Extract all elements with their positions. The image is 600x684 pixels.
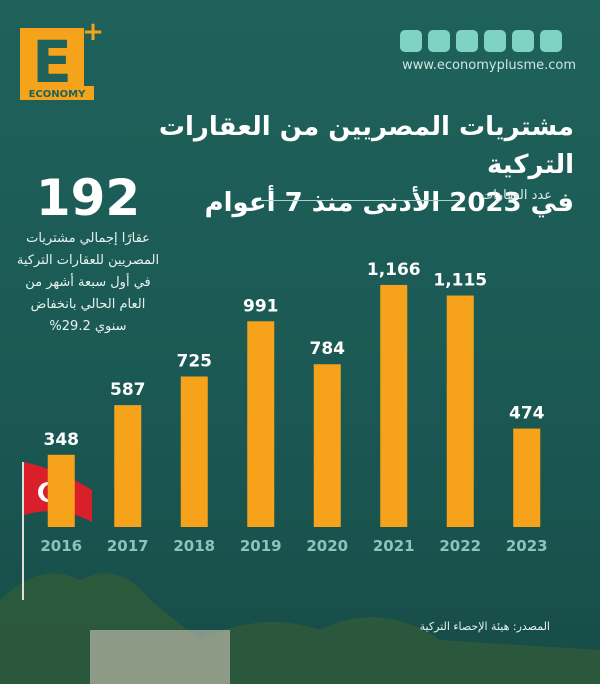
value-label: 348	[44, 430, 80, 450]
logo-plus: +	[82, 17, 104, 47]
social-icon[interactable]	[456, 30, 478, 52]
value-label: 1,166	[367, 260, 421, 280]
x-tick-label: 2018	[173, 537, 215, 555]
x-tick-label: 2022	[439, 537, 481, 555]
annotation-line: المصريين للعقارات التركية	[16, 253, 160, 268]
social-icons	[400, 30, 562, 52]
annotation-text: عقارًا إجمالي مشتريات المصريين للعقارات ا…	[8, 228, 168, 338]
title-line: مشتريات المصريين من العقارات التركية	[158, 112, 574, 180]
x-tick-label: 2021	[373, 537, 415, 555]
label-rule	[260, 200, 460, 201]
social-icon[interactable]	[428, 30, 450, 52]
social-icon[interactable]	[400, 30, 422, 52]
x-tick-label: 2023	[506, 537, 548, 555]
building	[90, 630, 230, 684]
bar	[247, 321, 275, 527]
annotation-line: سنوي 29.2%	[49, 319, 127, 334]
bar	[180, 376, 208, 527]
x-tick-label: 2019	[240, 537, 282, 555]
title-line: في 2023 الأدنى منذ 7 أعوام	[204, 188, 574, 218]
bar	[47, 454, 75, 527]
chart-title: مشتريات المصريين من العقارات التركية في …	[94, 108, 574, 222]
bar	[380, 284, 408, 527]
value-label: 1,115	[433, 271, 487, 291]
logo-band	[20, 86, 94, 100]
value-label: 474	[509, 404, 545, 424]
source: المصدر: هيئة الإحصاء التركية	[419, 620, 550, 633]
logo-letter: E	[32, 28, 72, 96]
bar	[313, 364, 341, 527]
value-label: 991	[243, 296, 279, 316]
bar	[513, 428, 541, 527]
x-tick-label: 2016	[40, 537, 82, 555]
annotation-line: في أول سبعة أشهر من	[25, 275, 151, 290]
social-icon[interactable]	[540, 30, 562, 52]
annotation-line: عقارًا إجمالي مشتريات	[26, 231, 150, 246]
value-label: 725	[177, 351, 213, 371]
annotation-line: العام الحالي بانخفاض	[30, 297, 146, 312]
x-tick-label: 2017	[107, 537, 149, 555]
logo-text: ECONOMY	[29, 89, 86, 100]
social-icon[interactable]	[512, 30, 534, 52]
axis-label: عدد العقارات	[480, 188, 552, 203]
bar	[114, 405, 142, 527]
bar	[446, 295, 474, 527]
social-icon[interactable]	[484, 30, 506, 52]
website[interactable]: www.economyplusme.com	[402, 58, 576, 73]
x-tick-label: 2020	[306, 537, 348, 555]
value-label: 587	[110, 380, 146, 400]
value-label: 784	[310, 339, 346, 359]
annotation-number: 192	[35, 169, 141, 227]
